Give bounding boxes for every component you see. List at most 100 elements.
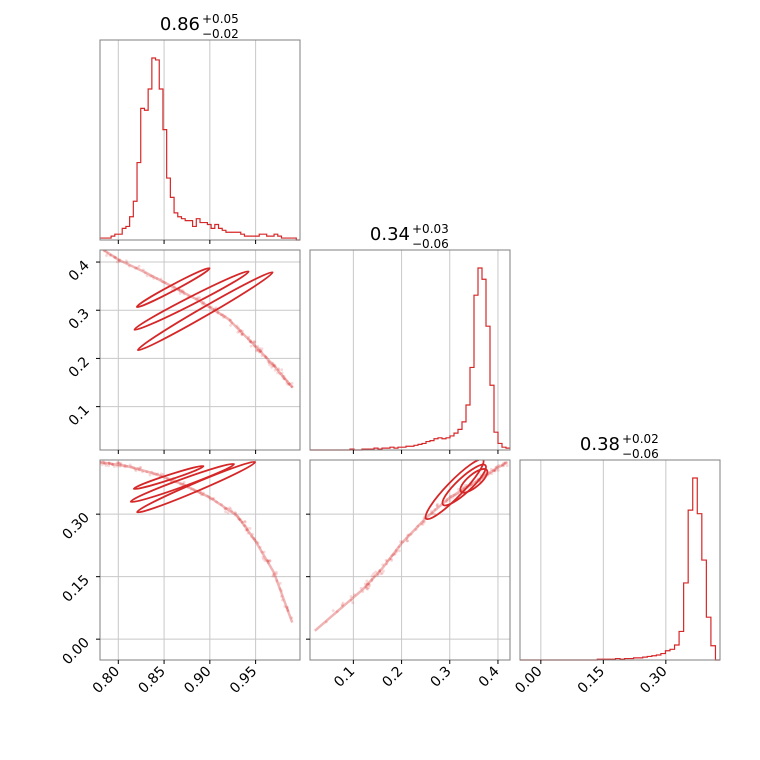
y-tick-label-2: 0.30 <box>59 510 92 543</box>
scatter-point <box>253 538 257 542</box>
x-tick-label-0: 0.80 <box>90 664 123 697</box>
scatter-point <box>150 470 154 474</box>
scatter-point <box>223 314 227 318</box>
scatter-point <box>159 472 163 476</box>
scatter-point <box>242 524 246 527</box>
scatter-point <box>173 285 176 289</box>
scatter-point <box>125 261 129 264</box>
scatter-point <box>223 507 227 511</box>
scatter-point <box>451 495 455 499</box>
scatter-point <box>246 531 250 535</box>
scatter-point <box>237 517 241 521</box>
title-1-minus: −0.06 <box>412 237 449 251</box>
scatter-point <box>143 271 147 275</box>
contour-1 <box>129 462 235 503</box>
scatter-point <box>274 572 278 576</box>
scatter-point <box>192 488 196 492</box>
scatter-point <box>117 461 121 465</box>
scatter-point <box>271 364 275 368</box>
scatter-point <box>245 528 249 532</box>
scatter-point <box>104 464 108 467</box>
histogram-step-2 <box>520 477 720 661</box>
scatter-point <box>252 339 256 343</box>
scatter-point <box>493 469 497 473</box>
scatter-point <box>252 537 256 540</box>
scatter-point <box>133 467 137 471</box>
scatter-point <box>464 484 467 487</box>
scatter-point <box>324 620 328 624</box>
scatter-point <box>270 365 274 369</box>
scatter-point <box>505 464 509 467</box>
scatter-point <box>102 462 106 465</box>
scatter-point <box>368 584 371 587</box>
histogram-step-0 <box>100 57 300 241</box>
scatter-point <box>114 255 118 259</box>
scatter-frame-1-2 <box>309 459 511 661</box>
scatter-point <box>142 268 145 272</box>
scatter-point <box>159 277 163 281</box>
scatter-point <box>452 494 456 497</box>
scatter-point <box>281 374 284 378</box>
scatter-point <box>111 463 115 466</box>
scatter-point <box>281 376 285 380</box>
scatter-point <box>435 504 439 508</box>
histogram-step-1 <box>310 267 510 451</box>
scatter-point <box>285 606 289 610</box>
scatter-point <box>180 288 184 292</box>
scatter-point <box>248 526 252 530</box>
x-tick-label-2: 0.90 <box>181 664 214 697</box>
scatter-point <box>139 466 143 469</box>
scatter-point <box>416 524 420 528</box>
scatter-point <box>215 500 219 504</box>
scatter-point <box>258 350 261 354</box>
scatter-point <box>457 487 460 491</box>
scatter-point <box>243 519 247 523</box>
scatter-point <box>225 506 229 510</box>
scatter-point <box>111 463 114 467</box>
scatter-frame-0-2 <box>99 459 301 661</box>
scatter-point <box>127 264 131 268</box>
title-param-2: 0.38 +0.02 −0.06 <box>580 432 659 461</box>
scatter-point <box>113 256 117 260</box>
scatter-point <box>222 316 226 319</box>
scatter-point <box>181 290 184 294</box>
scatter-point <box>228 506 232 510</box>
scatter-point <box>285 379 289 383</box>
scatter-point <box>179 482 182 486</box>
title-2-minus: −0.06 <box>622 447 659 461</box>
scatter-point <box>370 579 374 583</box>
scatter-point <box>149 274 152 278</box>
scatter-point <box>397 549 401 553</box>
y-tick-label-0: 0.00 <box>59 635 92 668</box>
scatter-point <box>119 461 123 465</box>
scatter-point <box>274 365 278 369</box>
scatter-point <box>234 511 238 515</box>
scatter-point <box>488 472 492 475</box>
scatter-point <box>393 552 397 556</box>
scatter-point <box>249 340 252 344</box>
scatter-points-group <box>100 460 294 623</box>
histogram-panel-0 <box>99 39 301 244</box>
contour-1 <box>133 270 250 331</box>
scatter-point <box>414 528 418 531</box>
scatter-point <box>240 332 244 336</box>
scatter-point <box>163 281 167 284</box>
scatter-point <box>249 344 253 348</box>
scatter-point <box>243 520 247 524</box>
scatter-point <box>134 469 138 473</box>
scatter-point <box>181 482 185 486</box>
scatter-point <box>431 511 435 515</box>
scatter-point <box>238 518 242 522</box>
scatter-point <box>271 361 275 365</box>
x-tick-label-1: 0.2 <box>379 664 406 691</box>
scatter-point <box>497 468 500 472</box>
scatter-point <box>256 349 260 352</box>
scatter-point <box>251 537 255 540</box>
scatter-point <box>331 609 335 613</box>
title-2-plus: +0.02 <box>622 432 659 446</box>
scatter-point <box>286 383 290 386</box>
scatter-point <box>272 572 276 576</box>
scatter-point <box>266 559 270 563</box>
scatter-point <box>125 465 129 468</box>
scatter-point <box>288 383 292 386</box>
